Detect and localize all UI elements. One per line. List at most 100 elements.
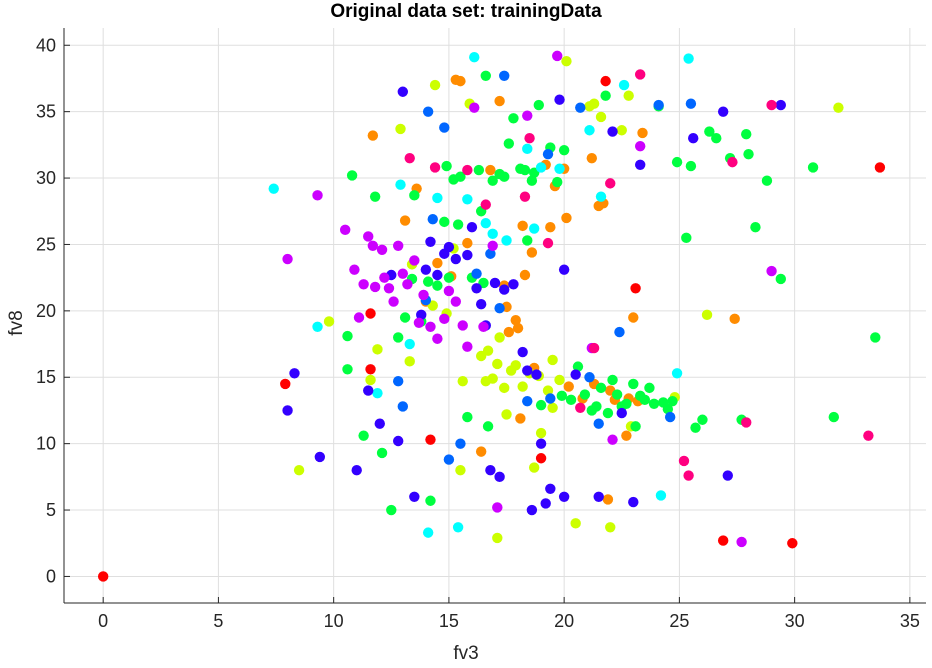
data-point-lime	[570, 518, 581, 529]
data-point-lime	[833, 102, 844, 113]
data-point-lime	[547, 402, 558, 413]
data-point-green	[611, 389, 623, 400]
data-point-green	[508, 113, 519, 124]
x-tick-label: 20	[554, 611, 574, 631]
data-point-green	[462, 411, 473, 423]
data-point-red	[717, 535, 729, 546]
data-point-lime	[494, 332, 505, 343]
data-point-lime	[499, 382, 510, 394]
data-point-magenta	[429, 162, 441, 173]
data-point-magenta	[683, 470, 694, 481]
data-point-orange	[515, 413, 526, 424]
data-point-violet	[457, 320, 468, 331]
data-point-green	[662, 403, 674, 415]
data-point-cyan	[395, 179, 406, 190]
data-point-violet	[413, 317, 425, 329]
data-point-violet	[369, 281, 381, 293]
data-point-cyan	[671, 368, 683, 379]
data-point-violet	[487, 240, 498, 251]
data-point-red	[630, 283, 641, 294]
data-point-indigo	[432, 269, 443, 281]
data-point-violet	[469, 102, 480, 113]
axes: 0 5 10 15 20 25 30 35 0 5 10 15 20 25 30 35 40	[36, 28, 926, 631]
data-point-green	[775, 273, 786, 285]
data-point-green	[600, 90, 611, 101]
data-point-green	[519, 164, 531, 176]
data-point-lime	[492, 358, 503, 370]
data-point-green	[595, 382, 607, 394]
data-point-cyan	[683, 53, 694, 64]
data-point-lime	[561, 55, 572, 67]
data-point-green	[711, 133, 722, 144]
data-point-green	[503, 138, 515, 149]
data-point-green	[452, 219, 464, 230]
data-point-magenta	[519, 191, 531, 202]
data-point-red	[280, 378, 291, 390]
data-point-violet	[379, 272, 390, 283]
data-point-indigo	[570, 369, 581, 380]
data-point-orange	[519, 269, 531, 281]
y-tick-label: 25	[36, 234, 56, 254]
data-point-indigo	[363, 385, 374, 396]
data-point-violet	[363, 231, 374, 242]
data-point-indigo	[545, 483, 556, 494]
data-point-lime	[404, 356, 415, 367]
data-point-violet	[635, 140, 646, 152]
data-point-orange	[510, 314, 521, 326]
data-point-lime	[501, 409, 512, 420]
data-point-magenta	[766, 99, 777, 111]
data-point-cyan	[528, 223, 540, 234]
data-point-blue	[542, 148, 554, 160]
data-point-orange	[503, 326, 515, 338]
chart-title: Original data set: trainingData	[330, 1, 602, 22]
data-point-green	[556, 390, 568, 402]
data-point-magenta	[524, 133, 535, 144]
data-point-red	[535, 453, 547, 464]
data-point-blue	[443, 454, 455, 465]
data-point-orange	[485, 164, 496, 176]
data-point-blue	[494, 302, 505, 314]
data-point-blue	[575, 102, 586, 113]
y-tick-label: 10	[36, 434, 56, 454]
data-point-red	[365, 364, 376, 375]
data-point-lime	[457, 376, 468, 387]
data-point-cyan	[462, 194, 473, 205]
plot-area	[64, 28, 926, 603]
data-point-green	[639, 394, 651, 406]
data-point-indigo	[443, 241, 455, 253]
data-point-violet	[492, 502, 503, 513]
data-point-indigo	[475, 299, 487, 310]
data-point-indigo	[522, 365, 533, 376]
data-point-magenta	[462, 164, 473, 176]
data-point-green	[870, 332, 881, 343]
data-point-indigo	[558, 491, 570, 502]
data-point-green	[386, 504, 397, 516]
data-point-cyan	[584, 125, 595, 136]
data-point-red	[365, 308, 376, 319]
data-point-violet	[339, 224, 351, 236]
data-point-violet	[349, 264, 360, 275]
data-point-violet	[418, 289, 429, 301]
data-point-red	[425, 434, 436, 445]
data-point-lime	[395, 123, 406, 135]
data-point-magenta	[588, 342, 600, 354]
data-point-violet	[432, 333, 443, 344]
data-point-magenta	[575, 402, 586, 413]
data-point-indigo	[282, 405, 293, 416]
data-point-green	[473, 164, 485, 176]
data-point-green	[644, 382, 655, 394]
data-point-indigo	[494, 471, 505, 483]
data-point-lime	[492, 532, 503, 544]
data-point-indigo	[420, 264, 432, 275]
data-point-blue	[427, 214, 438, 225]
data-point-orange	[367, 130, 379, 141]
data-point-green	[671, 156, 683, 168]
data-point-orange	[462, 237, 473, 249]
data-point-violet	[443, 285, 455, 297]
y-tick-label: 0	[46, 566, 56, 586]
data-point-orange	[475, 446, 487, 457]
data-point-lime	[623, 90, 634, 101]
data-point-cyan	[554, 163, 565, 174]
data-point-green	[761, 175, 773, 186]
